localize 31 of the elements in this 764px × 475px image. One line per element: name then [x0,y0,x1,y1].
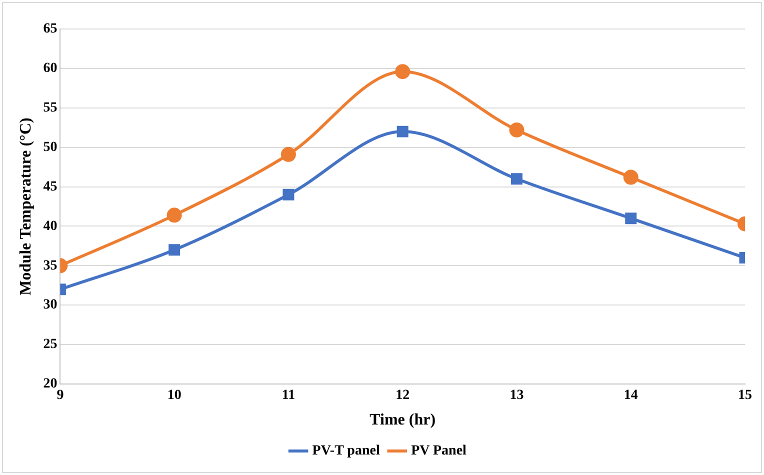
point [625,212,637,224]
point [623,170,638,185]
legend-label: PV Panel [411,444,467,459]
y-tick-label: 45 [43,179,58,194]
y-tick-label: 30 [43,298,58,313]
x-tick-label: 14 [624,388,638,404]
y-tick-label: 40 [43,218,58,234]
x-tick-label: 10 [167,388,182,404]
point [395,64,410,80]
point [396,126,408,138]
y-tick-label: 65 [43,22,58,37]
point [510,173,522,185]
y-tick-label: 25 [43,337,58,352]
y-tick-label: 60 [43,61,58,76]
x-tick-label: 11 [282,388,296,404]
x-axis-title: Time (hr) [370,412,436,429]
y-tick-label: 55 [43,100,58,116]
point [166,208,182,223]
y-tick-label: 35 [43,258,58,274]
y-tick-label: 20 [43,376,58,392]
legend-label: PV-T panel [312,444,380,459]
y-axis-title: Module Temperature (°C) [18,118,35,296]
x-tick-label: 9 [56,388,64,404]
y-tick-label: 50 [43,140,58,155]
point [168,244,180,256]
x-tick-label: 15 [738,388,752,404]
x-tick-label: 13 [510,388,524,404]
x-tick-label: 12 [396,388,410,404]
point [282,188,294,200]
point [509,122,524,138]
point [280,146,296,162]
